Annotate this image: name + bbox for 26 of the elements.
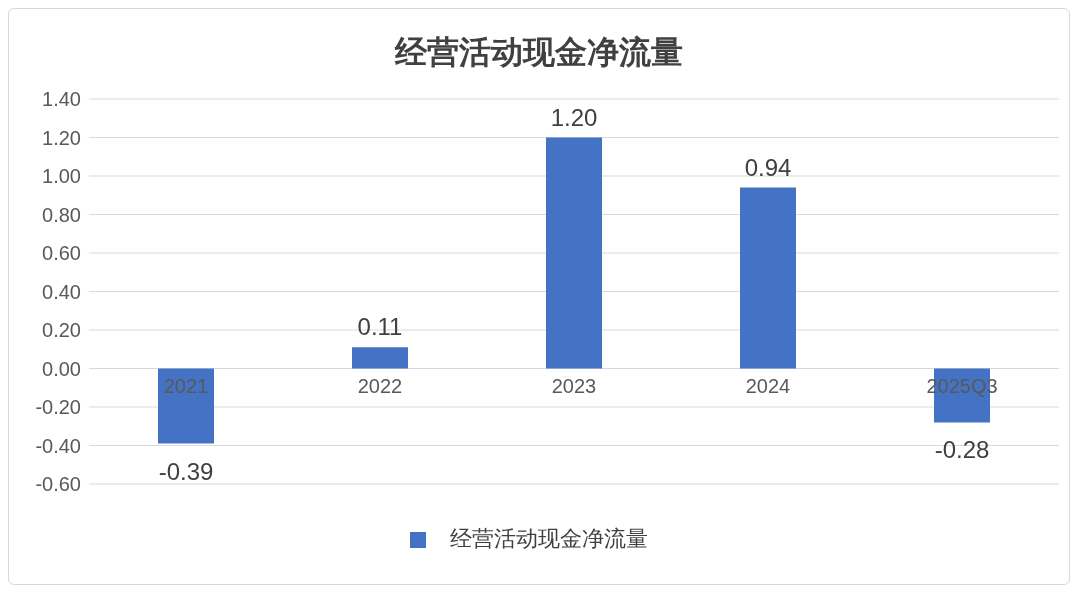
y-tick-label: 1.00 — [42, 165, 81, 188]
data-label: 1.20 — [550, 103, 598, 131]
data-label: 0.94 — [744, 153, 792, 181]
x-tick-label: 2024 — [745, 374, 791, 397]
x-tick-label: 2023 — [551, 374, 597, 397]
data-label: -0.28 — [934, 436, 990, 464]
y-tick-label: -0.40 — [35, 434, 81, 457]
y-tick-label: 0.40 — [42, 280, 81, 303]
y-tick-label: 0.60 — [42, 242, 81, 265]
y-tick-label: 1.20 — [42, 126, 81, 149]
data-label: 0.11 — [357, 313, 403, 341]
y-tick-label: 0.80 — [42, 203, 81, 226]
chart-title: 经营活动现金净流量 — [393, 33, 684, 72]
y-tick-label: 0.20 — [42, 319, 81, 342]
bar — [546, 137, 602, 369]
data-label: -0.39 — [158, 457, 214, 485]
x-tick-label: 2021 — [163, 374, 209, 397]
y-tick-label: 0.00 — [42, 357, 81, 380]
bar — [740, 187, 796, 369]
y-tick-label: -0.20 — [35, 396, 81, 419]
bar — [158, 368, 214, 444]
legend-label: 经营活动现金净流量 — [450, 526, 648, 551]
bar — [352, 347, 408, 369]
x-tick-label: 2022 — [357, 374, 403, 397]
y-tick-label: -0.60 — [35, 473, 81, 496]
y-tick-label: 1.40 — [42, 88, 81, 111]
